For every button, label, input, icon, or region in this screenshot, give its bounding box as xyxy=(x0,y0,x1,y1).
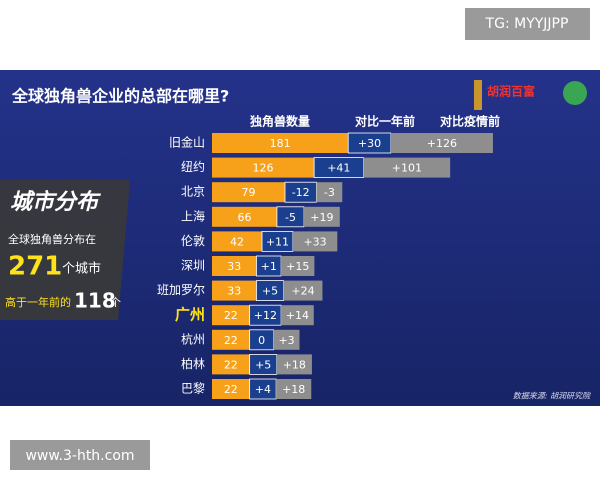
value-label: +4 xyxy=(255,383,271,396)
category-label: 广州 xyxy=(175,306,205,324)
value-label: -5 xyxy=(285,211,296,224)
value-label: +24 xyxy=(291,285,314,298)
value-label: +18 xyxy=(282,383,305,396)
value-label: -3 xyxy=(324,186,335,199)
value-label: 0 xyxy=(258,334,265,347)
bar-segment xyxy=(273,329,300,350)
value-label: 22 xyxy=(224,358,238,371)
value-label: +5 xyxy=(255,358,271,371)
category-label: 巴黎 xyxy=(181,382,205,396)
chart-title: 全球独角兽企业的总部在哪里? xyxy=(11,87,229,106)
value-label: -12 xyxy=(292,186,310,199)
column-header: 对比一年前 xyxy=(355,114,415,129)
bar-segment xyxy=(283,280,323,301)
category-label: 纽约 xyxy=(181,159,205,174)
value-label: +41 xyxy=(327,162,350,175)
side-number: 271 xyxy=(8,252,62,282)
side-title: 城市分布 xyxy=(10,189,101,215)
value-label: +12 xyxy=(254,309,277,322)
value-label: +18 xyxy=(283,358,306,371)
value-label: +3 xyxy=(278,334,294,347)
value-label: 22 xyxy=(224,309,238,322)
bar-segment xyxy=(276,354,312,375)
bar-segment xyxy=(276,379,312,399)
bar-segment xyxy=(212,256,257,276)
value-label: 126 xyxy=(253,162,274,175)
bar-segment xyxy=(212,379,250,399)
value-label: 42 xyxy=(230,235,244,248)
value-label: +11 xyxy=(266,235,289,248)
value-label: 22 xyxy=(224,383,238,396)
bar-segment xyxy=(363,157,451,178)
bar-segment xyxy=(304,206,340,227)
column-header: 对比疫情前 xyxy=(440,114,500,129)
side-text: 个城市 xyxy=(62,261,101,277)
source: 数据来源: 胡润研究院 xyxy=(513,392,592,401)
side-panel xyxy=(0,180,130,320)
watermark: www.3-hth.com xyxy=(25,448,134,464)
value-label: +30 xyxy=(358,137,381,150)
watermark-box xyxy=(10,440,150,470)
value-label: +14 xyxy=(286,309,309,322)
bar-segment xyxy=(212,157,315,178)
value-label: +33 xyxy=(303,235,326,248)
category-label: 班加罗尔 xyxy=(157,282,205,297)
side-text: 全球独角兽分布在 xyxy=(8,232,96,246)
value-label: +1 xyxy=(261,260,277,273)
bar-segment xyxy=(212,206,277,227)
watermark: TG: MYYJJPP xyxy=(485,16,569,32)
bar-segment xyxy=(212,354,250,375)
category-label: 旧金山 xyxy=(169,135,205,150)
bar-segment xyxy=(316,182,343,203)
category-label: 杭州 xyxy=(181,331,205,346)
value-label: +19 xyxy=(310,211,333,224)
side-number: 118 xyxy=(74,289,116,313)
category-label: 深圳 xyxy=(181,259,205,273)
value-label: +15 xyxy=(286,260,309,273)
bar-segment xyxy=(212,231,263,252)
bar-segment xyxy=(281,305,314,326)
category-label: 伦敦 xyxy=(181,233,205,248)
logo: 胡润百富 xyxy=(487,84,535,99)
value-label: +126 xyxy=(427,137,457,150)
side-text: 个 xyxy=(110,296,121,309)
bar-segment xyxy=(390,133,493,153)
value-label: 79 xyxy=(241,186,255,199)
value-label: 181 xyxy=(270,137,291,150)
value-label: 22 xyxy=(224,334,238,347)
value-label: +5 xyxy=(262,285,278,298)
category-label: 北京 xyxy=(181,185,205,199)
value-label: 33 xyxy=(227,285,241,298)
logo-icon xyxy=(474,80,482,110)
bar-segment xyxy=(212,182,285,203)
bar-segment xyxy=(212,305,250,326)
bar-segment xyxy=(212,329,250,350)
logo-icon xyxy=(563,81,587,105)
bar-segment xyxy=(212,133,349,153)
watermark-box xyxy=(465,8,590,40)
bar-segment xyxy=(212,280,257,301)
value-label: +101 xyxy=(392,162,422,175)
value-label: 66 xyxy=(237,211,251,224)
bar-segment xyxy=(281,256,315,276)
bar-segment xyxy=(292,231,338,252)
side-text: 高于一年前的 xyxy=(5,295,71,309)
value-label: 33 xyxy=(227,260,241,273)
category-label: 上海 xyxy=(181,208,205,223)
column-header: 独角兽数量 xyxy=(249,114,310,129)
category-label: 柏林 xyxy=(181,356,205,371)
bar-segment xyxy=(313,157,364,179)
